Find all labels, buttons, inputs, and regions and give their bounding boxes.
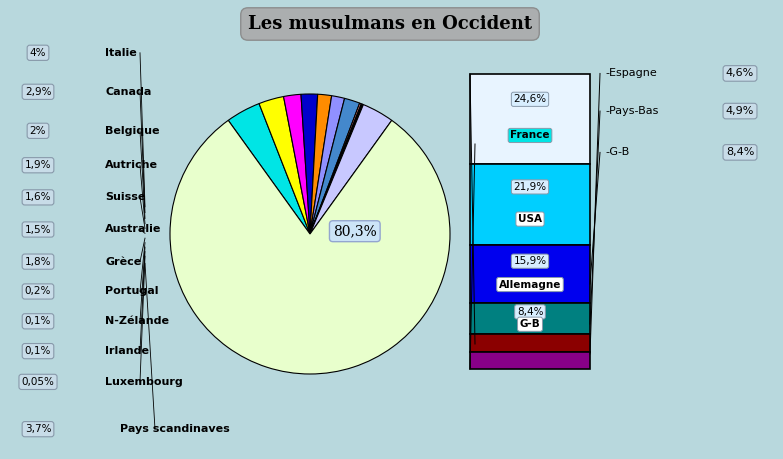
Text: 24,6%: 24,6% bbox=[514, 94, 547, 104]
Text: 8,4%: 8,4% bbox=[726, 147, 754, 157]
Text: -Pays-Bas: -Pays-Bas bbox=[605, 106, 659, 116]
Text: 0,05%: 0,05% bbox=[22, 377, 55, 387]
Bar bbox=[470, 245, 590, 303]
Wedge shape bbox=[310, 104, 363, 234]
Text: Luxembourg: Luxembourg bbox=[105, 377, 182, 387]
Text: 15,9%: 15,9% bbox=[514, 256, 547, 266]
Text: Autriche: Autriche bbox=[105, 160, 158, 170]
Text: Canada: Canada bbox=[105, 87, 151, 97]
Wedge shape bbox=[283, 94, 310, 234]
Text: 4%: 4% bbox=[30, 48, 46, 58]
Bar bbox=[470, 334, 590, 352]
Text: Suisse: Suisse bbox=[105, 192, 146, 202]
Text: 4,6%: 4,6% bbox=[726, 68, 754, 78]
Text: 0,2%: 0,2% bbox=[25, 286, 51, 297]
Wedge shape bbox=[310, 104, 363, 234]
Text: 4,9%: 4,9% bbox=[726, 106, 754, 116]
Wedge shape bbox=[310, 98, 359, 234]
Bar bbox=[470, 74, 590, 164]
Text: Belgique: Belgique bbox=[105, 126, 160, 136]
Text: N-Zélande: N-Zélande bbox=[105, 316, 169, 326]
Text: 80,3%: 80,3% bbox=[333, 224, 377, 238]
Wedge shape bbox=[310, 105, 392, 234]
Text: Irlande: Irlande bbox=[105, 346, 149, 356]
Text: -Espagne: -Espagne bbox=[605, 68, 657, 78]
Text: G-B: G-B bbox=[520, 319, 540, 329]
Wedge shape bbox=[310, 94, 332, 234]
Text: 0,1%: 0,1% bbox=[25, 346, 51, 356]
Wedge shape bbox=[170, 120, 450, 374]
Text: 1,8%: 1,8% bbox=[25, 257, 51, 267]
Text: France: France bbox=[511, 130, 550, 140]
Bar bbox=[470, 352, 590, 369]
Text: 2,9%: 2,9% bbox=[25, 87, 51, 97]
Text: Portugal: Portugal bbox=[105, 286, 158, 297]
Text: Grèce: Grèce bbox=[105, 257, 141, 267]
Text: 21,9%: 21,9% bbox=[514, 182, 547, 192]
Wedge shape bbox=[301, 94, 318, 234]
Text: Allemagne: Allemagne bbox=[499, 280, 561, 290]
Text: 8,4%: 8,4% bbox=[517, 307, 543, 317]
Wedge shape bbox=[310, 104, 363, 234]
Bar bbox=[470, 164, 590, 245]
Text: -G-B: -G-B bbox=[605, 147, 630, 157]
Text: Australie: Australie bbox=[105, 224, 161, 235]
Text: 1,5%: 1,5% bbox=[25, 224, 51, 235]
Text: 1,6%: 1,6% bbox=[25, 192, 51, 202]
Text: Pays scandinaves: Pays scandinaves bbox=[120, 424, 229, 434]
Text: 1,9%: 1,9% bbox=[25, 160, 51, 170]
Wedge shape bbox=[229, 104, 310, 234]
Wedge shape bbox=[310, 103, 361, 234]
Text: 3,7%: 3,7% bbox=[25, 424, 51, 434]
Bar bbox=[470, 303, 590, 334]
Text: 2%: 2% bbox=[30, 126, 46, 136]
Wedge shape bbox=[259, 96, 310, 234]
Text: 0,1%: 0,1% bbox=[25, 316, 51, 326]
Text: Italie: Italie bbox=[105, 48, 137, 58]
Text: Les musulmans en Occident: Les musulmans en Occident bbox=[248, 15, 532, 33]
Wedge shape bbox=[310, 95, 345, 234]
Text: USA: USA bbox=[518, 214, 542, 224]
